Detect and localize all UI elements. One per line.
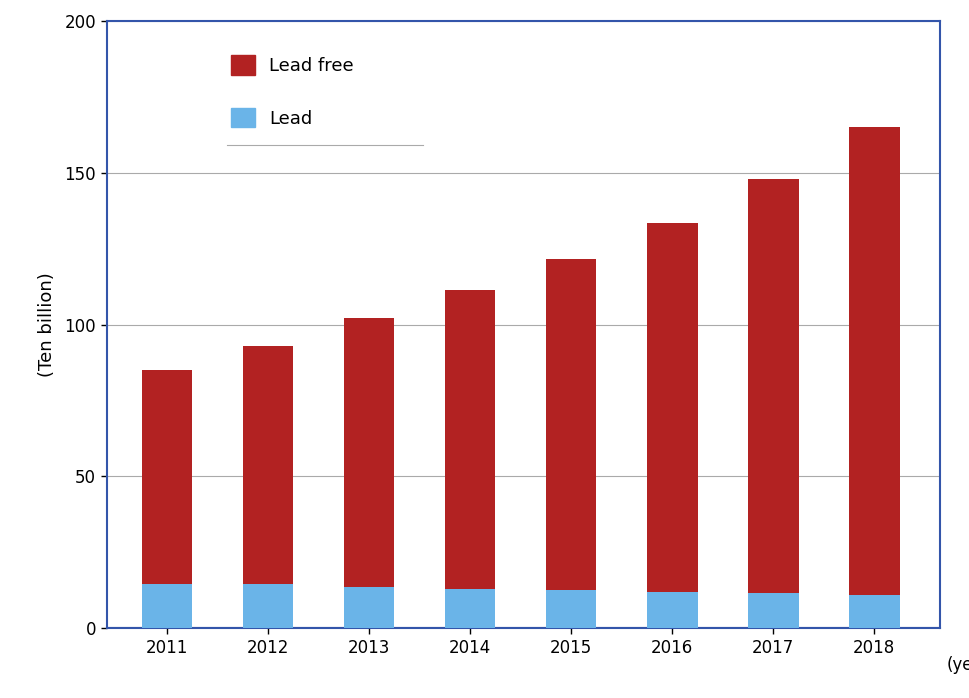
Bar [546, 591, 597, 628]
Text: (year): (year) [947, 656, 969, 674]
Point [176, 622, 188, 630]
Point [200, 622, 211, 630]
Bar [141, 584, 193, 628]
Bar [849, 595, 899, 628]
Y-axis label: (Ten billion): (Ten billion) [38, 272, 56, 377]
Bar [445, 290, 495, 588]
Bar [445, 588, 495, 628]
Bar [141, 370, 193, 584]
Bar [647, 592, 698, 628]
Bar [243, 346, 294, 584]
Bar [849, 127, 899, 595]
Bar [748, 179, 798, 593]
Bar [748, 593, 798, 628]
Bar [647, 223, 698, 592]
Bar [243, 584, 294, 628]
Bar [546, 259, 597, 591]
Bar [344, 318, 394, 587]
Legend: Lead free, Lead: Lead free, Lead [224, 48, 360, 135]
Bar [344, 587, 394, 628]
